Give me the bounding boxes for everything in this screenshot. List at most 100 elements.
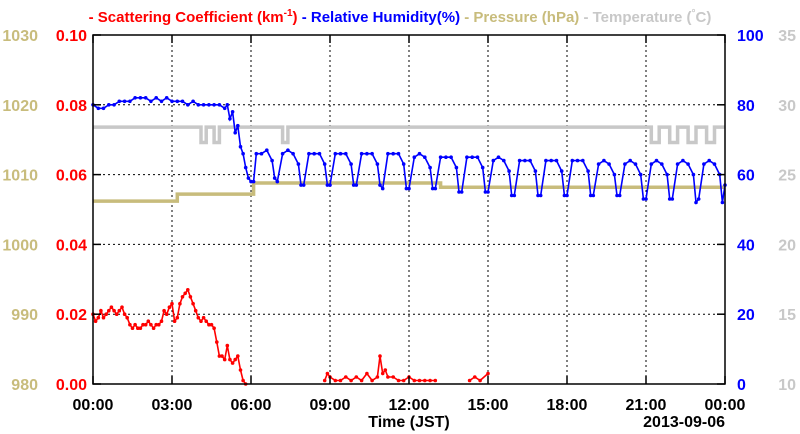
- data-point: [217, 354, 222, 358]
- x-tick-label: 00:00: [705, 397, 746, 414]
- data-point: [93, 319, 98, 324]
- data-point: [588, 193, 593, 198]
- data-point: [236, 354, 240, 358]
- data-point: [691, 172, 696, 177]
- data-point: [196, 103, 201, 107]
- data-point: [141, 322, 145, 327]
- x-axis-label: Time (JST): [368, 414, 450, 431]
- data-point: [338, 378, 343, 383]
- data-point: [660, 162, 664, 166]
- series-line-1: [93, 125, 725, 145]
- data-point: [428, 378, 432, 383]
- data-point: [641, 197, 646, 201]
- data-point: [322, 378, 327, 383]
- data-point: [307, 151, 311, 156]
- data-point: [164, 96, 169, 100]
- x-tick-label: 12:00: [389, 397, 430, 414]
- scattering-axis-tick-label: 0.10: [56, 28, 87, 45]
- data-point: [317, 151, 322, 156]
- data-point: [167, 305, 172, 310]
- data-point: [101, 106, 106, 111]
- data-point: [222, 106, 227, 111]
- data-point: [183, 291, 187, 296]
- scattering-axis-tick-label: 0.02: [56, 307, 87, 324]
- data-point: [236, 123, 240, 128]
- series-line-5: [469, 372, 489, 382]
- chart-legend: - Scattering Coefficient (km-1) - Relati…: [89, 8, 712, 26]
- data-point: [225, 103, 230, 107]
- data-point: [512, 193, 517, 198]
- data-point: [612, 172, 617, 177]
- data-point: [207, 103, 211, 107]
- data-point: [544, 158, 548, 163]
- data-point: [138, 326, 143, 331]
- data-point: [186, 103, 190, 107]
- data-point: [696, 197, 701, 201]
- data-point: [507, 169, 511, 173]
- data-point: [528, 158, 532, 163]
- data-point: [365, 151, 369, 156]
- legend-sup-3: °: [692, 8, 696, 19]
- data-point: [146, 319, 151, 324]
- data-point: [401, 378, 406, 383]
- data-point: [114, 312, 119, 317]
- data-point: [554, 158, 559, 163]
- x-tick-label: 03:00: [152, 397, 193, 414]
- data-point: [517, 158, 522, 163]
- data-point: [125, 315, 129, 320]
- scattering-axis-tick-label: 0.08: [56, 98, 87, 115]
- x-tick-label: 06:00: [231, 397, 272, 414]
- data-point: [196, 315, 201, 320]
- data-point: [478, 378, 482, 383]
- data-point: [623, 162, 627, 166]
- data-point: [433, 378, 438, 383]
- data-point: [104, 312, 108, 317]
- data-point: [209, 322, 214, 327]
- data-point: [212, 103, 216, 107]
- series-line-3: [92, 288, 247, 385]
- data-point: [112, 308, 116, 313]
- data-point: [559, 169, 564, 173]
- x-tick-label: 21:00: [626, 397, 667, 414]
- data-point: [133, 322, 137, 327]
- humidity-axis-tick-label: 0: [737, 377, 746, 394]
- data-point: [665, 172, 669, 177]
- data-point: [423, 155, 427, 159]
- data-point: [380, 371, 385, 376]
- data-point: [96, 106, 101, 111]
- data-point: [454, 165, 459, 170]
- data-point: [428, 165, 432, 170]
- data-point: [228, 117, 232, 121]
- data-point: [191, 301, 195, 306]
- data-point: [649, 162, 654, 166]
- data-point: [523, 158, 527, 163]
- data-point: [120, 305, 124, 310]
- data-point: [225, 343, 230, 348]
- data-point: [359, 151, 364, 156]
- data-point: [565, 193, 569, 198]
- chart-grid: [93, 35, 725, 384]
- data-point: [164, 312, 169, 317]
- data-point: [470, 155, 475, 159]
- pressure-axis-tick-label: 1000: [2, 237, 38, 254]
- data-point: [459, 190, 464, 194]
- data-point: [386, 375, 390, 379]
- scattering-axis-tick-label: 0.00: [56, 377, 87, 394]
- data-point: [602, 158, 606, 163]
- data-point: [328, 183, 332, 187]
- data-point: [549, 158, 553, 163]
- temperature-axis-tick-label: 30: [778, 98, 796, 115]
- data-point: [233, 357, 237, 362]
- data-point: [417, 151, 422, 156]
- pressure-axis-tick-label: 1010: [2, 168, 38, 185]
- data-point: [486, 371, 490, 376]
- temperature-axis-tick-label: 20: [778, 237, 796, 254]
- data-point: [333, 151, 338, 156]
- data-point: [349, 378, 353, 383]
- data-point: [417, 378, 422, 383]
- data-point: [107, 103, 111, 107]
- data-point: [491, 158, 496, 163]
- data-point: [473, 375, 477, 379]
- data-point: [180, 295, 185, 299]
- data-point: [249, 179, 253, 184]
